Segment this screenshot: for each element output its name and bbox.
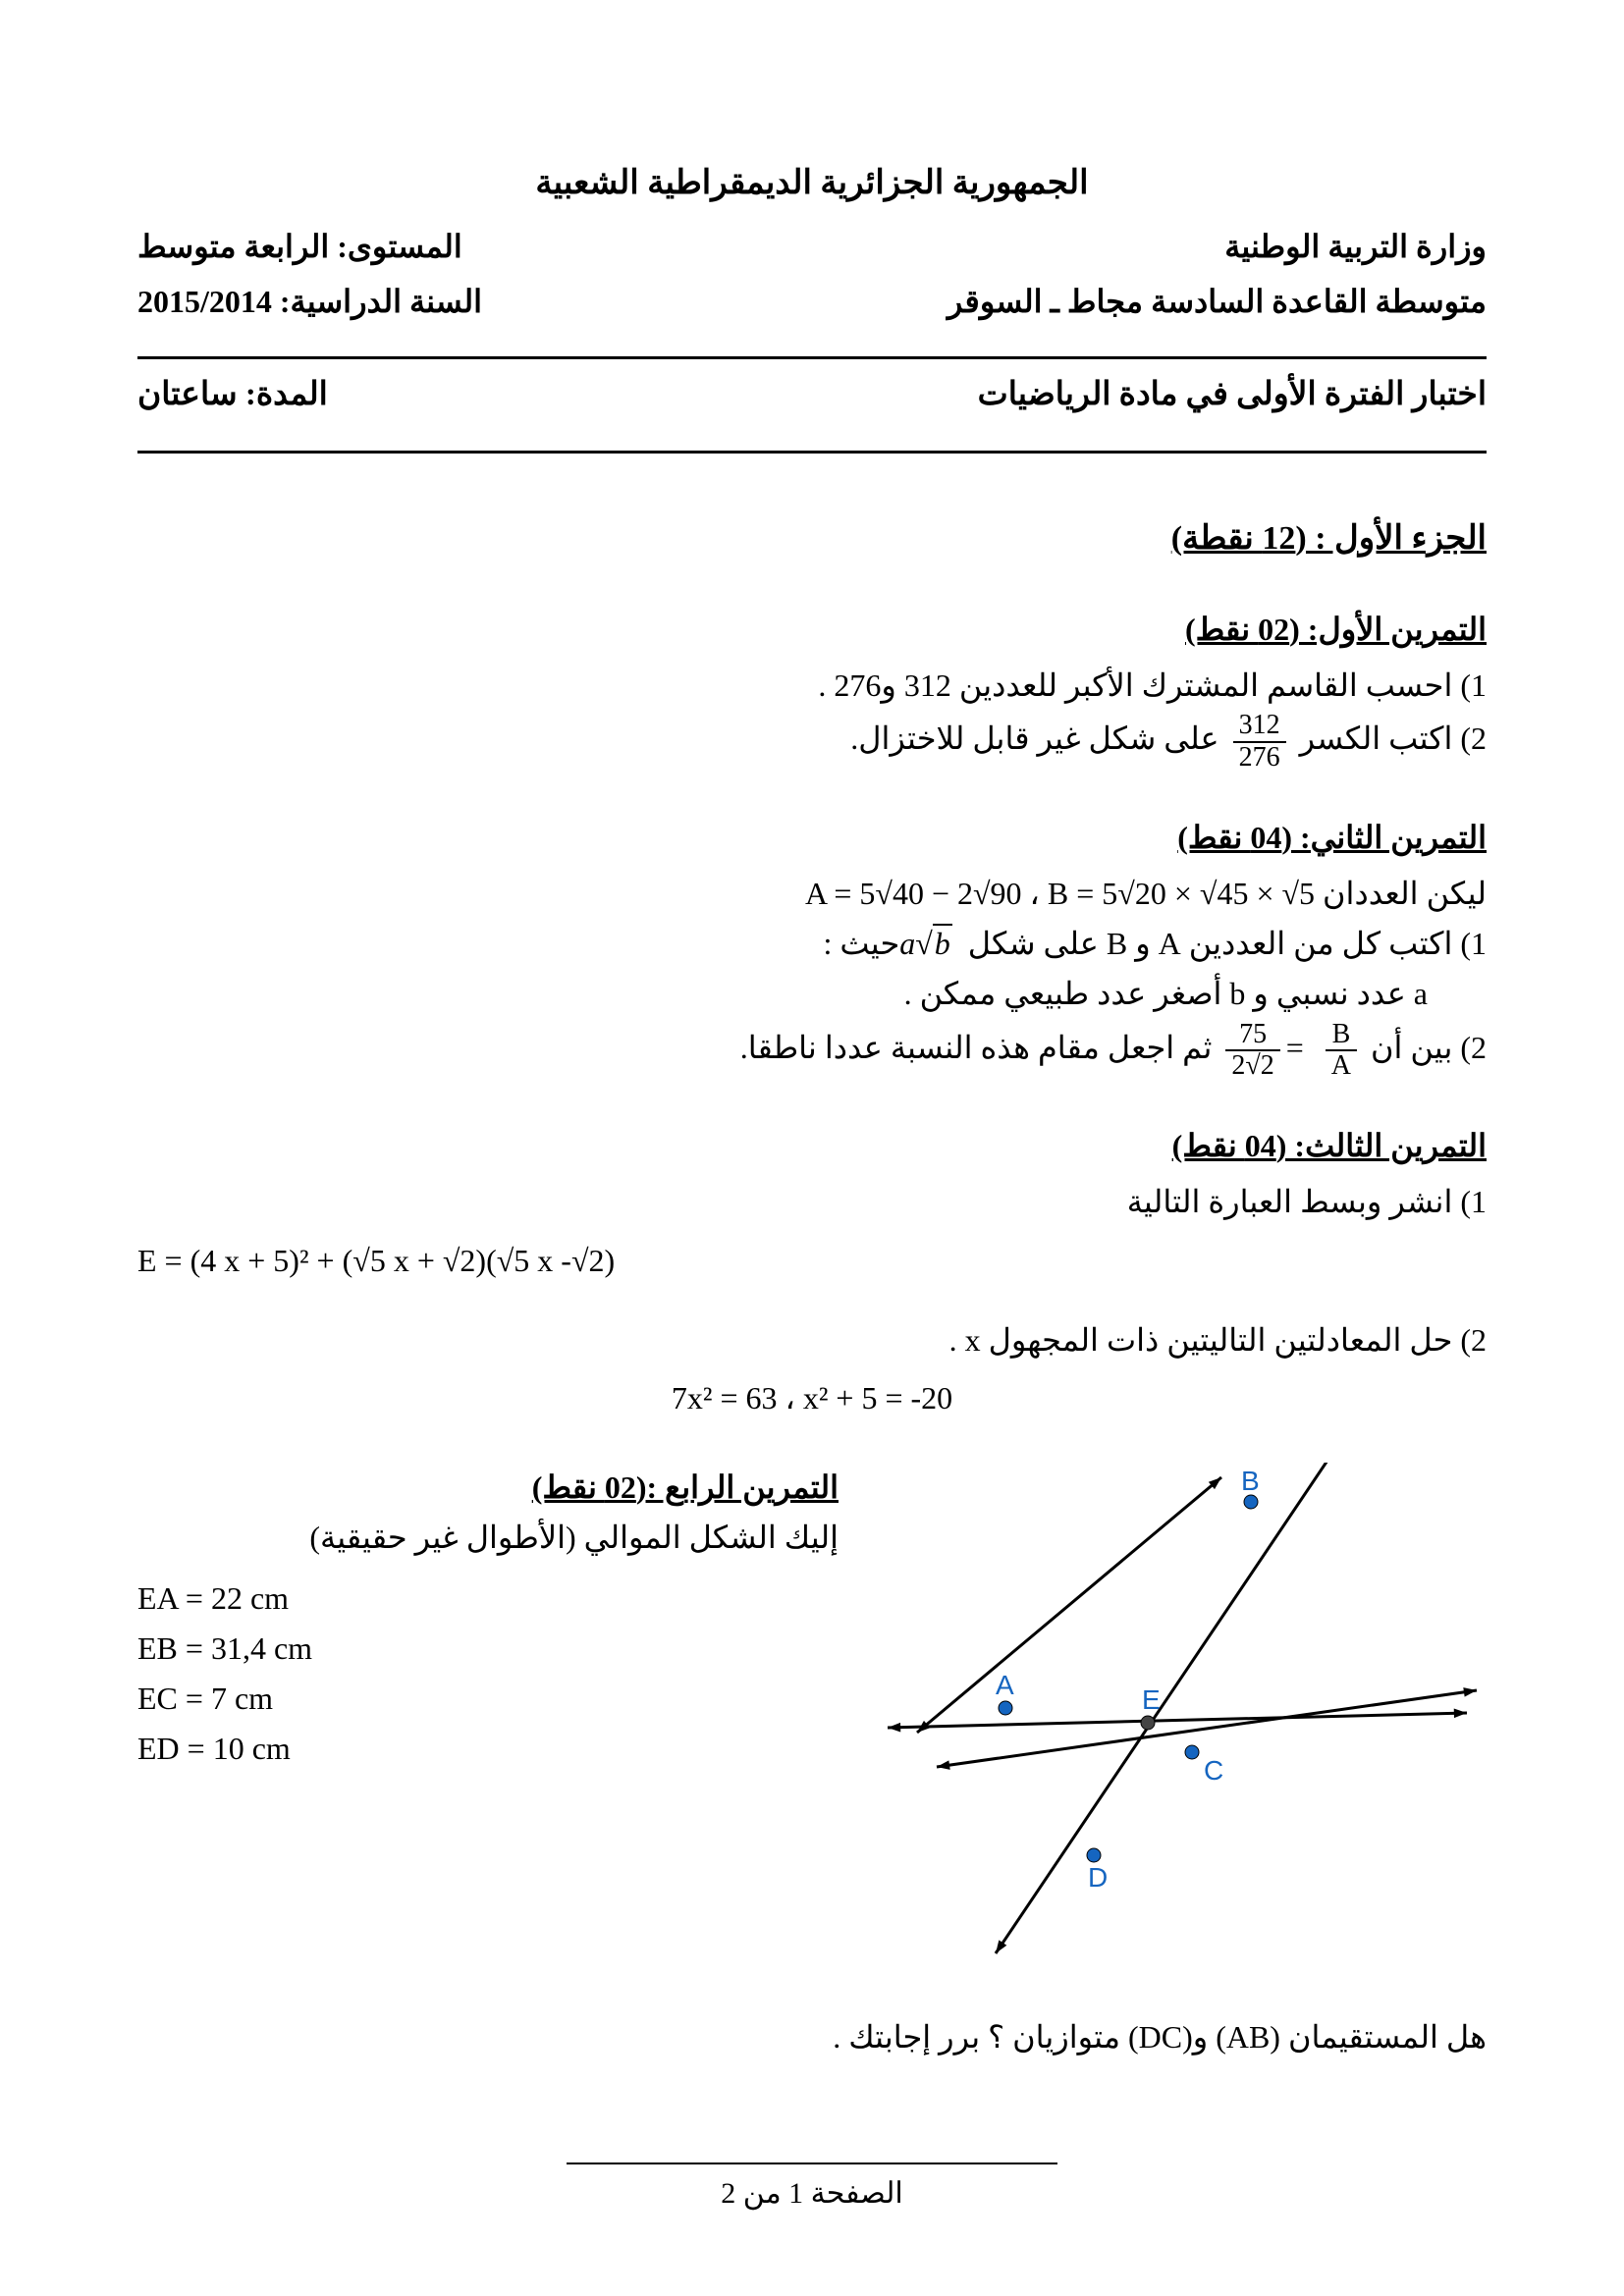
- divider-top: [137, 356, 1487, 359]
- divider-bottom: [137, 451, 1487, 454]
- svg-text:C: C: [1204, 1755, 1223, 1786]
- ex1-q2: 2) اكتب الكسر 312 276 على شكل غير قابل ل…: [137, 711, 1487, 774]
- ex2-q2-pre: 2) بين أن: [1363, 1030, 1487, 1065]
- ex2-title: التمرين الثاني: (04 نقط): [137, 813, 1487, 863]
- ex1-q2-pre: 2) اكتب الكسر: [1292, 721, 1487, 756]
- ex2-exprB: B = 5√20 × √45 × √5: [1048, 876, 1315, 911]
- ex2-form-b: b: [935, 926, 950, 961]
- ex2-frac2: 75 2√2: [1225, 1020, 1279, 1083]
- ex4-EC: EC = 7 cm: [137, 1674, 799, 1724]
- ex2-intro-pre: ليكن العددان: [1315, 876, 1487, 911]
- ex2-q1-pre: 1) اكتب كل من العددين A و B على شكل: [960, 926, 1487, 961]
- ex4-title: التمرين الرابع :(02 نقط): [137, 1463, 839, 1513]
- ex2-frac1-den: A: [1326, 1051, 1357, 1082]
- ex1-title: التمرين الأول: (02 نقط): [137, 605, 1487, 655]
- ex1-q1: 1) احسب القاسم المشترك الأكبر للعددين 31…: [137, 661, 1487, 711]
- ex3-eqs: 7x² = 63 ، x² + 5 = -20: [137, 1373, 1487, 1423]
- svg-text:A: A: [996, 1670, 1014, 1700]
- country-header: الجمهورية الجزائرية الديمقراطية الشعبية: [137, 157, 1487, 210]
- part1-title: الجزء الأول : (12 نقطة): [137, 512, 1487, 565]
- svg-text:D: D: [1088, 1862, 1108, 1893]
- ex3-title: التمرين الثالث: (04 نقط): [137, 1121, 1487, 1171]
- duration: المدة: ساعتان: [137, 369, 328, 421]
- ex4-wrap: التمرين الرابع :(02 نقط) إليك الشكل المو…: [137, 1463, 1487, 1973]
- ex2-q1-post: حيث :: [823, 926, 899, 961]
- exam-title-row: اختبار الفترة الأولى في مادة الرياضيات ا…: [137, 369, 1487, 421]
- exam-title: اختبار الفترة الأولى في مادة الرياضيات: [978, 369, 1487, 421]
- ex2-sep: ،: [1030, 876, 1048, 911]
- ex2-frac1-num: B: [1326, 1020, 1357, 1052]
- header-row-2: متوسطة القاعدة السادسة مجاط ـ السوقر الس…: [137, 277, 1487, 327]
- ex2-intro: ليكن العددان A = 5√40 − 2√90 ، B = 5√20 …: [137, 869, 1487, 919]
- ex2-body: ليكن العددان A = 5√40 − 2√90 ، B = 5√20 …: [137, 869, 1487, 1082]
- ex2-form-a: a: [899, 926, 915, 961]
- ex1-frac-num: 312: [1233, 711, 1286, 743]
- ex4-ED: ED = 10 cm: [137, 1724, 799, 1774]
- ex2-exprA: A = 5√40 − 2√90: [805, 876, 1022, 911]
- svg-text:E: E: [1142, 1684, 1161, 1715]
- level: المستوى: الرابعة متوسط: [137, 222, 462, 272]
- ex1-fraction: 312 276: [1233, 711, 1286, 774]
- ex4-diagram: A B C D E: [878, 1463, 1487, 1973]
- school: متوسطة القاعدة السادسة مجاط ـ السوقر: [947, 277, 1487, 327]
- footer-line: [567, 2163, 1057, 2164]
- ex2-frac2-den: 2√2: [1225, 1051, 1279, 1082]
- ex1-frac-den: 276: [1233, 743, 1286, 774]
- diagram-svg: A B C D E: [878, 1463, 1487, 1973]
- ex3-q2: 2) حل المعادلتين التاليتين ذات المجهول x…: [137, 1315, 1487, 1365]
- footer: الصفحة 1 من 2: [0, 2163, 1624, 2217]
- ex2-q2: 2) بين أن B A = 75 2√2 ثم اجعل مقام هذه …: [137, 1020, 1487, 1083]
- ex3-eq2: 7x² = 63: [672, 1380, 778, 1415]
- ex4-measurements: EA = 22 cm EB = 31,4 cm EC = 7 cm ED = 1…: [137, 1574, 839, 1775]
- ex4-intro: إليك الشكل الموالي (الأطوال غير حقيقية): [137, 1513, 839, 1563]
- ex2-frac1: B A: [1326, 1020, 1357, 1083]
- ex3-expr: E = (4 x + 5)² + (√5 x + √2)(√5 x -√2): [137, 1236, 1487, 1286]
- footer-text: الصفحة 1 من 2: [721, 2177, 903, 2210]
- svg-text:B: B: [1241, 1466, 1260, 1496]
- ex2-form: ab: [899, 926, 960, 961]
- header-row-1: وزارة التربية الوطنية المستوى: الرابعة م…: [137, 222, 1487, 272]
- ex3-body: 1) انشر وبسط العبارة التالية E = (4 x + …: [137, 1177, 1487, 1423]
- ex4-EB: EB = 31,4 cm: [137, 1624, 799, 1674]
- ex1-q2-post: على شكل غير قابل للاختزال.: [850, 721, 1218, 756]
- ex4-question: هل المستقيمان (AB) و(DC) متوازيان ؟ برر …: [137, 2012, 1487, 2062]
- year: السنة الدراسية: 2015/2014: [137, 277, 482, 327]
- ex4-EA: EA = 22 cm: [137, 1574, 799, 1624]
- ex2-frac2-num: 75: [1225, 1020, 1279, 1052]
- ex4-text: التمرين الرابع :(02 نقط) إليك الشكل المو…: [137, 1463, 839, 1774]
- ex3-eq1: x² + 5 = -20: [803, 1380, 952, 1415]
- ex2-q1: 1) اكتب كل من العددين A و B على شكل ab ح…: [137, 919, 1487, 969]
- ex1-body: 1) احسب القاسم المشترك الأكبر للعددين 31…: [137, 661, 1487, 774]
- ex2-eq: =: [1286, 1030, 1312, 1065]
- ex3-q1: 1) انشر وبسط العبارة التالية: [137, 1177, 1487, 1227]
- ex3-eq-sep: ،: [785, 1380, 802, 1415]
- ex2-q2-post: ثم اجعل مقام هذه النسبة عددا ناطقا.: [740, 1030, 1213, 1065]
- ex2-q1-cond: a عدد نسبي و b أصغر عدد طبيعي ممكن .: [137, 969, 1428, 1019]
- ministry: وزارة التربية الوطنية: [1224, 222, 1487, 272]
